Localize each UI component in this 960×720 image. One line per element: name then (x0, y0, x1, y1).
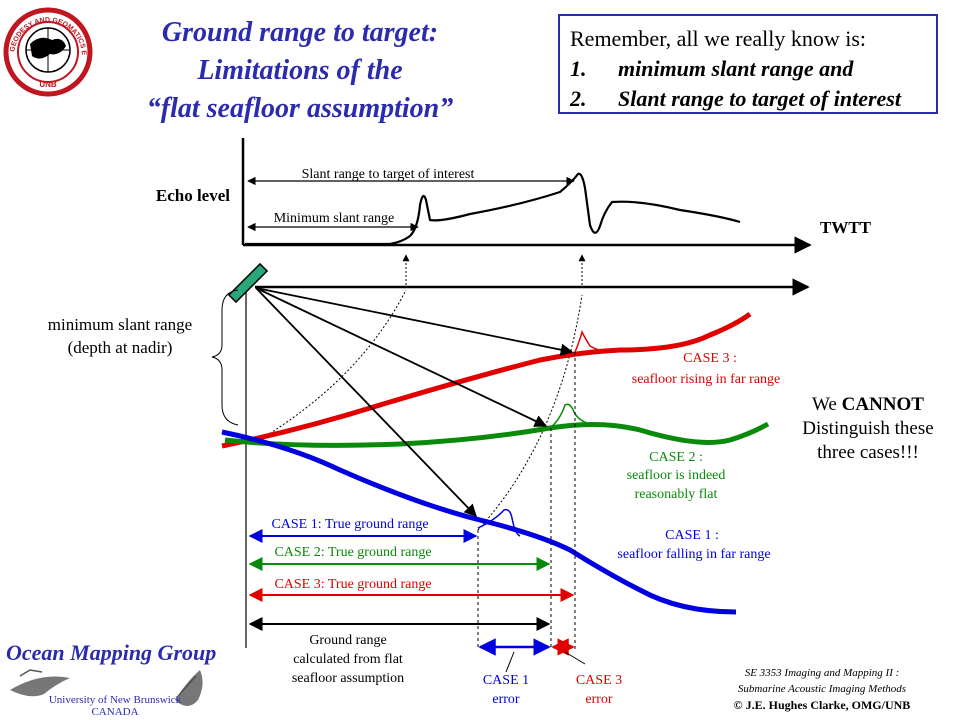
echo-level-label: Echo level (156, 186, 230, 205)
cannot-line-2: Distinguish these (802, 418, 933, 439)
case3-error-title: CASE 3 (576, 673, 622, 688)
case1-desc: seafloor falling in far range (617, 547, 770, 562)
case3-seafloor (221, 311, 752, 449)
slide-title: Ground range to target: Limitations of t… (120, 14, 480, 128)
depth-brace (211, 289, 239, 426)
ray-case2 (255, 287, 548, 427)
title-line-1: Ground range to target: (161, 17, 439, 48)
copyright: © J.E. Hughes Clarke, OMG/UNB (733, 698, 911, 712)
transducer (227, 262, 269, 304)
left-label-line-1: minimum slant range (48, 315, 192, 334)
case2-desc-2: reasonably flat (635, 487, 718, 502)
title-line-3: “flat seafloor assumption” (146, 93, 454, 124)
case3-desc: seafloor rising in far range (632, 372, 781, 387)
remember-item-2: 2. Slant range to target of interest (570, 84, 926, 114)
course-line-2: Submarine Acoustic Imaging Methods (737, 683, 907, 695)
case1-title: CASE 1 : (665, 528, 719, 543)
unb-logo: GEODESY AND GEOMATICS ENGINEERING UNB (0, 0, 93, 97)
case3-echo-bump (574, 329, 613, 353)
case1-seafloor (221, 429, 737, 615)
ray-case3 (255, 287, 574, 356)
remember-item-1: 1. minimum slant range and (570, 54, 926, 84)
remember-num-2: 2. (570, 86, 587, 111)
slant-target-label: Slant range to target of interest (302, 167, 475, 182)
echo-trace (245, 172, 741, 246)
left-label-line-2: (depth at nadir) (68, 338, 173, 357)
case3-error-word: error (585, 692, 613, 707)
case2-title: CASE 2 : (649, 450, 703, 465)
twtt-label: TWTT (820, 218, 872, 237)
remember-num-1: 1. (570, 56, 587, 81)
min-slant-label: Minimum slant range (274, 211, 395, 226)
case1-error-title: CASE 1 (483, 673, 529, 688)
country-name: CANADA (91, 706, 139, 718)
course-line-1: SE 3353 Imaging and Mapping II : (744, 667, 900, 679)
ray-case1 (255, 287, 477, 517)
target-slant-arc (477, 294, 583, 531)
case3-range-label: CASE 3: True ground range (274, 577, 431, 592)
omg-logo-graphic (10, 669, 203, 706)
remember-box: Remember, all we really know is: 1. mini… (558, 14, 938, 114)
title-line-2: Limitations of the (197, 55, 403, 86)
min-slant-arc (255, 289, 407, 443)
ocean-mapping-group-title: Ocean Mapping Group (6, 640, 217, 665)
case1-error-pointer (505, 651, 515, 673)
case2-echo-bump (549, 403, 601, 429)
cannot-line-3: three cases!!! (817, 442, 919, 463)
remember-text-1: minimum slant range and (618, 56, 854, 81)
case3-title: CASE 3 : (683, 351, 737, 366)
university-name: University of New Brunswick (48, 694, 182, 706)
flat-range-line-1: Ground range (309, 633, 386, 648)
case1-range-label: CASE 1: True ground range (271, 517, 428, 532)
logo-bottom-text: UNB (39, 80, 57, 89)
case2-seafloor (224, 421, 770, 448)
case2-desc-1: seafloor is indeed (627, 468, 726, 483)
course-footer: SE 3353 Imaging and Mapping II : Submari… (692, 665, 952, 713)
flat-range-line-3: seafloor assumption (292, 671, 404, 686)
remember-heading: Remember, all we really know is: (570, 26, 867, 51)
case1-echo-bump (477, 508, 521, 537)
case3-error-pointer (564, 651, 586, 665)
cannot-line-1: We CANNOT (812, 394, 924, 415)
remember-text-2: Slant range to target of interest (618, 86, 901, 111)
flat-range-line-2: calculated from flat (293, 652, 403, 667)
case1-error-word: error (492, 692, 520, 707)
university-label: University of New Brunswick CANADA (30, 694, 200, 718)
case2-range-label: CASE 2: True ground range (274, 545, 431, 560)
